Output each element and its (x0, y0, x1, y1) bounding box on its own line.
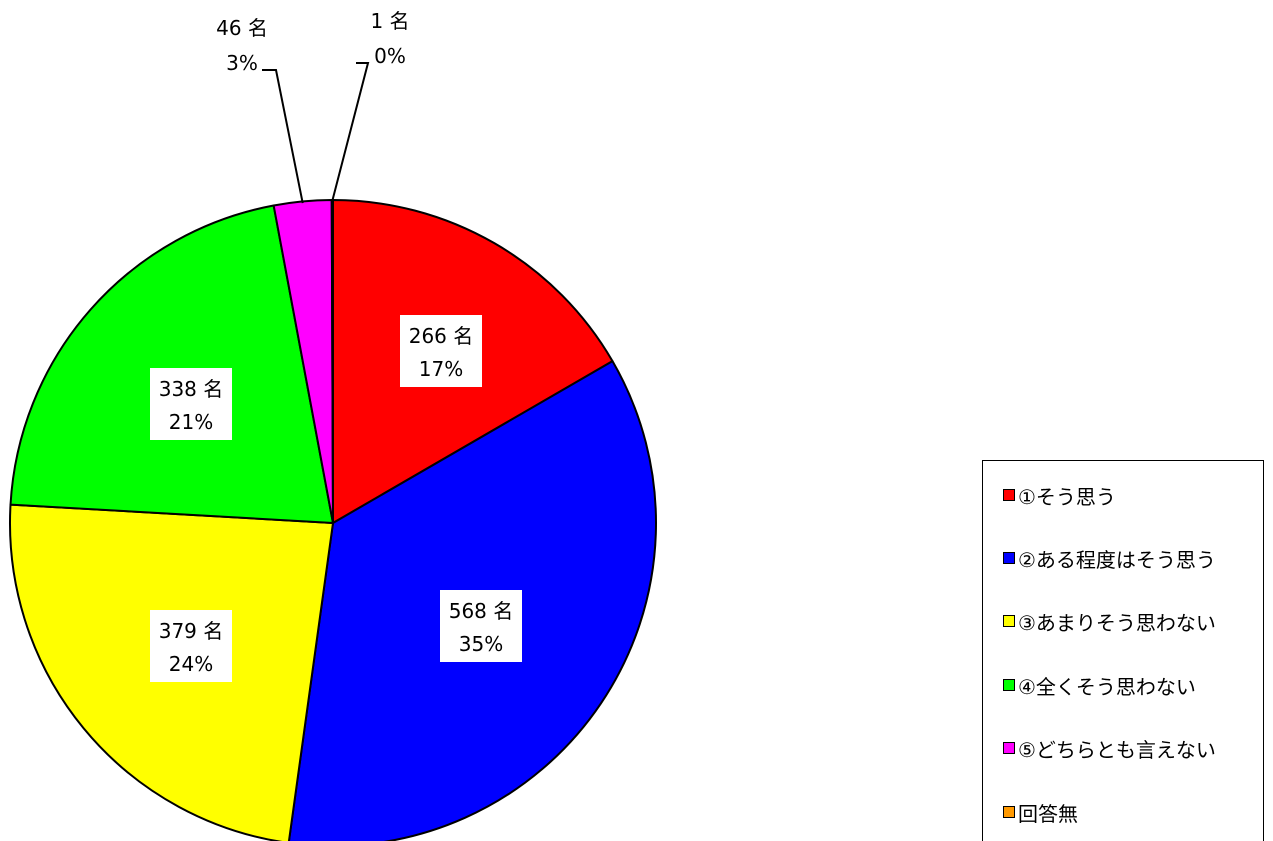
legend-swatch-3 (1003, 615, 1015, 627)
data-label-count-3: 379 名 (159, 619, 224, 643)
data-label-5: 46 名 3% (216, 16, 268, 75)
data-labels: 266 名 17% 568 名 35% 379 名 24% 338 名 21% 46 名 3% 1 … (150, 9, 522, 682)
data-label-6: 1 名0% (370, 9, 409, 68)
data-label-percent-5: 3% (226, 51, 258, 75)
legend-label-2: ②ある程度はそう思う (1018, 547, 1216, 572)
legend-item-5: ⑤どちらとも言えない (1003, 736, 1216, 762)
legend: ①そう思う ②ある程度はそう思う ③あまりそう思わない ④全くそう思わない ⑤ど… (982, 460, 1264, 841)
leader-line-6 (331, 62, 370, 201)
legend-label-6: 回答無 (1018, 801, 1078, 826)
data-label-count-6: 1 名 (370, 9, 409, 33)
legend-label-5: ⑤どちらとも言えない (1018, 737, 1216, 762)
legend-item-1: ①そう思う (1003, 483, 1116, 509)
legend-item-2: ②ある程度はそう思う (1003, 546, 1216, 572)
legend-item-6: 回答無 (1003, 800, 1078, 826)
legend-swatch-5 (1003, 742, 1015, 754)
data-label-4: 338 名 21% (150, 368, 232, 440)
data-label-count-2: 568 名 (449, 599, 514, 623)
legend-swatch-6 (1003, 806, 1015, 818)
data-label-percent-1: 17% (419, 357, 463, 381)
data-label-box-4 (150, 368, 232, 440)
leader-line-5 (262, 69, 304, 204)
legend-swatch-1 (1003, 489, 1015, 501)
data-label-percent-4: 21% (169, 410, 213, 434)
legend-item-3: ③あまりそう思わない (1003, 609, 1216, 635)
data-label-1: 266 名 17% (400, 315, 482, 387)
legend-label-1: ①そう思う (1018, 484, 1116, 509)
leader-lines (262, 62, 370, 204)
legend-label-4: ④全くそう思わない (1018, 674, 1196, 699)
data-label-percent-6: 0% (374, 44, 406, 68)
data-label-box-1 (400, 315, 482, 387)
legend-label-3: ③あまりそう思わない (1018, 610, 1216, 635)
legend-swatch-2 (1003, 552, 1015, 564)
pie-slice-4 (9, 204, 334, 524)
data-label-count-5: 46 名 (216, 16, 268, 40)
data-label-count-1: 266 名 (409, 324, 474, 348)
data-label-count-4: 338 名 (159, 377, 224, 401)
data-label-box-3 (150, 610, 232, 682)
data-label-box-2 (440, 590, 522, 662)
data-label-percent-3: 24% (169, 652, 213, 676)
data-label-3: 379 名 24% (150, 610, 232, 682)
legend-item-4: ④全くそう思わない (1003, 673, 1196, 699)
pie-slices (9, 198, 657, 841)
legend-swatch-4 (1003, 679, 1015, 691)
pie-slice-6 (330, 198, 334, 524)
data-label-2: 568 名 35% (440, 590, 522, 662)
data-label-percent-2: 35% (459, 632, 503, 656)
